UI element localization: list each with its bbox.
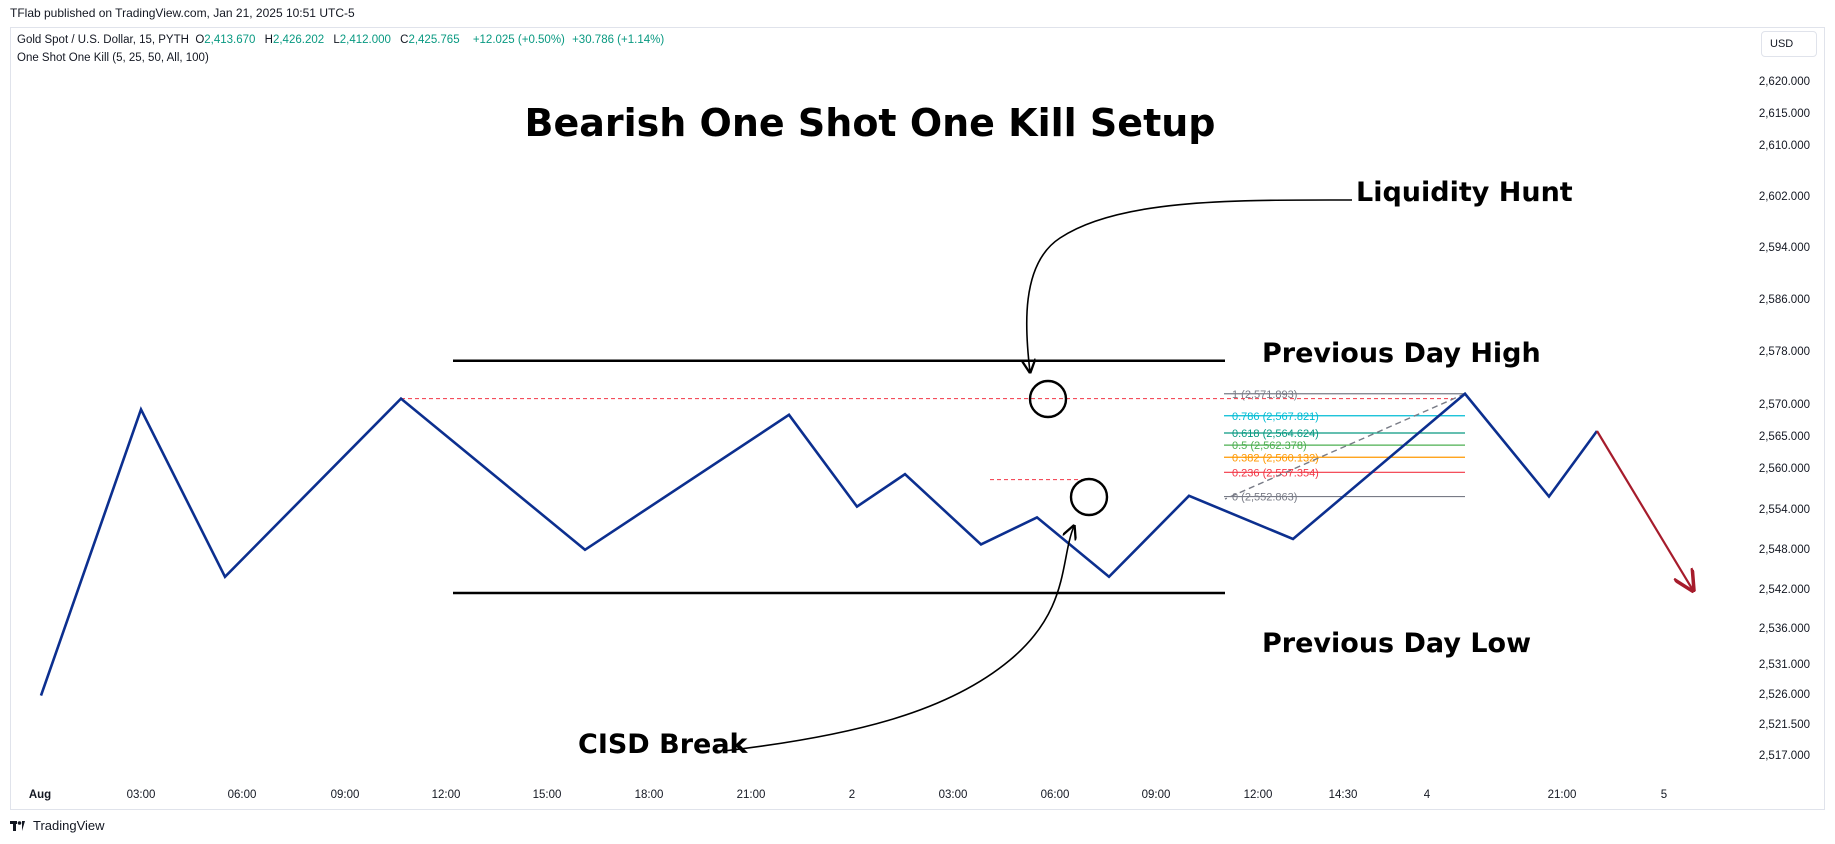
cisd-break-circle (1069, 477, 1109, 517)
x-tick-label: 5 (1661, 789, 1667, 801)
x-tick-label: 18:00 (635, 789, 664, 801)
footer-brand: TradingView (33, 818, 105, 833)
fib-label: 0.236 (2,557.354) (1232, 467, 1319, 479)
y-tick-label: 2,565.000 (1759, 431, 1810, 443)
x-tick-label: Aug (29, 789, 51, 801)
x-tick-label: 4 (1424, 789, 1431, 801)
x-axis: Aug 03:00 06:00 09:00 12:00 15:00 18:00 21:00 2 0… (29, 789, 1667, 801)
price-line (39, 391, 1599, 697)
y-tick-label: 2,578.000 (1759, 346, 1810, 358)
x-tick-label: 15:00 (533, 789, 562, 801)
y-tick-label: 2,620.000 (1759, 76, 1810, 88)
x-tick-label: 12:00 (432, 789, 461, 801)
change-value-2: +30.786 (+1.14%) (572, 34, 665, 46)
y-tick-label: 2,517.000 (1759, 750, 1810, 762)
fib-label: 1 (2,571.893) (1232, 389, 1297, 401)
x-tick-label: 21:00 (737, 789, 766, 801)
fib-label: 0.786 (2,567.821) (1232, 411, 1319, 423)
x-tick-label: 21:00 (1548, 789, 1577, 801)
x-tick-label: 14:30 (1329, 789, 1358, 801)
price-series (39, 391, 1693, 697)
tradingview-footer[interactable]: TradingView (10, 818, 105, 833)
y-tick-label: 2,594.000 (1759, 242, 1810, 254)
publish-info: TFlab published on TradingView.com, Jan … (10, 6, 355, 20)
y-tick-label: 2,521.500 (1759, 719, 1810, 731)
y-tick-label: 2,542.000 (1759, 584, 1810, 596)
y-axis: 2,620.000 2,615.000 2,610.000 2,602.000 2,59… (1759, 76, 1810, 762)
day-levels (453, 359, 1225, 595)
high-label: H (264, 34, 273, 46)
indicator-legend[interactable]: One Shot One Kill (5, 25, 50, All, 100) (17, 52, 209, 64)
x-tick-label: 09:00 (331, 789, 360, 801)
close-label: C (400, 34, 409, 46)
annotation-prev-day-low: Previous Day Low (1262, 628, 1531, 659)
open-label: O (195, 34, 205, 46)
annotation-prev-day-high: Previous Day High (1262, 338, 1541, 369)
x-tick-label: 09:00 (1142, 789, 1171, 801)
open-value: 2,413.670 (204, 34, 256, 46)
liquidity-hunt-arrow (1027, 199, 1353, 372)
close-value: 2,425.765 (408, 34, 460, 46)
fib-zone: 1 (2,571.893) 0.786 (2,567.821) 0.618 (2,5… (1224, 389, 1465, 504)
y-tick-label: 2,554.000 (1759, 504, 1810, 516)
x-tick-label: 06:00 (1041, 789, 1070, 801)
symbol-name[interactable]: Gold Spot / U.S. Dollar, 15, PYTH (17, 34, 189, 46)
y-tick-label: 2,602.000 (1759, 191, 1810, 203)
fib-label: 0.382 (2,560.132) (1232, 452, 1319, 464)
dashed-diagonal (1224, 393, 1466, 500)
y-tick-label: 2,548.000 (1759, 544, 1810, 556)
markers (1028, 379, 1109, 517)
y-tick-label: 2,615.000 (1759, 108, 1810, 120)
y-tick-label: 2,526.000 (1759, 689, 1810, 701)
annotation-liquidity-hunt: Liquidity Hunt (1356, 177, 1573, 208)
y-tick-label: 2,610.000 (1759, 140, 1810, 152)
x-tick-label: 03:00 (939, 789, 968, 801)
cisd-break-arrow (723, 526, 1074, 752)
fib-label: 0.618 (2,564.624) (1232, 428, 1319, 440)
low-label: L (333, 34, 340, 46)
tradingview-logo-icon (10, 820, 25, 831)
y-tick-label: 2,531.000 (1759, 659, 1810, 671)
chart-title: Bearish One Shot One Kill Setup (525, 101, 1216, 145)
y-tick-label: 2,570.000 (1759, 399, 1810, 411)
x-tick-label: 03:00 (127, 789, 156, 801)
low-value: 2,412.000 (339, 34, 391, 46)
projection-arrow (1596, 430, 1693, 590)
x-tick-label: 06:00 (228, 789, 257, 801)
y-tick-label: 2,586.000 (1759, 294, 1810, 306)
change-value: +12.025 (+0.50%) (472, 34, 565, 46)
chart-frame (10, 27, 1825, 810)
high-value: 2,426.202 (272, 34, 325, 46)
x-tick-label: 12:00 (1244, 789, 1273, 801)
symbol-legend: Gold Spot / U.S. Dollar, 15, PYTH O2,413… (17, 34, 664, 46)
dashed-guides (401, 393, 1466, 500)
currency-button[interactable]: USD (1761, 31, 1817, 57)
fib-label: 0 (2,552.863) (1232, 492, 1297, 504)
annotations: Bearish One Shot One Kill Setup Liquidity… (525, 101, 1573, 760)
annotation-cisd-break: CISD Break (578, 729, 749, 760)
y-tick-label: 2,536.000 (1759, 623, 1810, 635)
fib-label: 0.5 (2,562.378) (1232, 440, 1307, 452)
liquidity-hunt-circle (1028, 379, 1068, 419)
y-tick-label: 2,560.000 (1759, 463, 1810, 475)
x-tick-label: 2 (849, 789, 855, 801)
